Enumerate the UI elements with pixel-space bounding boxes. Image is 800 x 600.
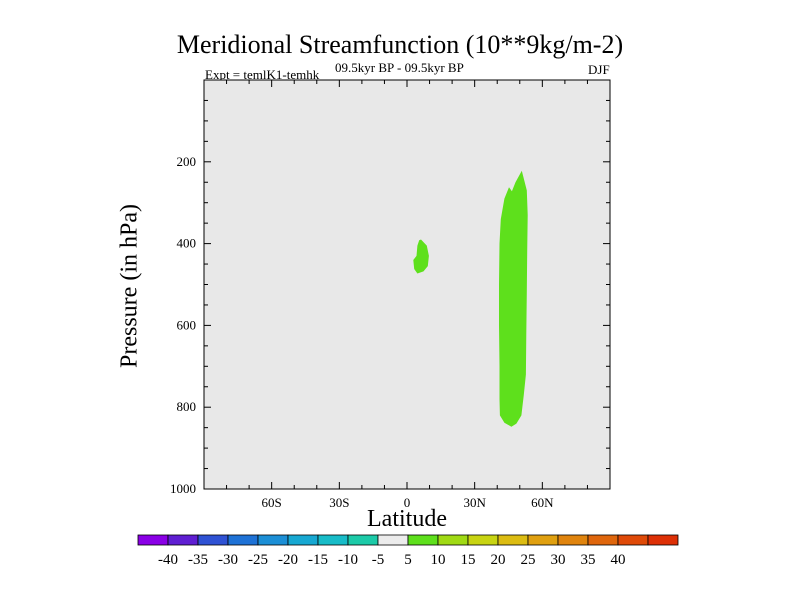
chart-title: Meridional Streamfunction (10**9kg/m-2): [176, 30, 624, 59]
y-tick-label: 600: [177, 317, 197, 332]
colorbar-swatch: [167, 534, 199, 546]
subtitle-experiment: Expt = temlK1-temhk: [205, 67, 320, 82]
colorbar-swatch: [317, 534, 349, 546]
contour-regions: [413, 170, 528, 427]
colorbar-label: -20: [278, 552, 298, 568]
colorbar-swatch: [257, 534, 289, 546]
colorbar-label: -35: [188, 552, 208, 568]
x-tick-label: 60N: [531, 495, 554, 510]
x-tick-label: 30N: [463, 495, 486, 510]
colorbar-swatch: [137, 534, 169, 546]
colorbar-swatch: [617, 534, 649, 546]
colorbar-label: -15: [308, 552, 328, 568]
x-axis-label: Latitude: [367, 506, 447, 532]
y-tick-label: 400: [177, 236, 197, 251]
colorbar-swatch: [497, 534, 529, 546]
colorbar-swatch: [437, 534, 469, 546]
subtitle-season: DJF: [588, 62, 610, 77]
colorbar-swatch: [407, 534, 439, 546]
colorbar: -40 -35 -30 -25 -20 -15 -10 -5 5 10 15 20 25 30 35 40: [137, 534, 679, 568]
axis-ticks: 60S 30S 0 30N 60N 200 400 600 800 1000: [170, 80, 610, 510]
subtitle-period: 09.5kyr BP - 09.5kyr BP: [335, 60, 464, 75]
colorbar-swatch: [287, 534, 319, 546]
colorbar-swatch: [587, 534, 619, 546]
plot-background: [204, 80, 610, 489]
colorbar-label: -25: [248, 552, 268, 568]
y-tick-label: 800: [177, 399, 197, 414]
colorbar-label: -5: [372, 552, 385, 568]
colorbar-swatch: [197, 534, 229, 546]
colorbar-swatch: [467, 534, 499, 546]
colorbar-label: 15: [461, 552, 476, 568]
x-tick-label: 60S: [262, 495, 282, 510]
colorbar-label: 10: [431, 552, 446, 568]
contour-region-small-blob-near-equator: [413, 239, 429, 274]
x-tick-label: 30S: [329, 495, 349, 510]
colorbar-swatch: [227, 534, 259, 546]
x-tick-label: 0: [404, 495, 411, 510]
colorbar-label: 20: [491, 552, 506, 568]
colorbar-swatch: [647, 534, 679, 546]
colorbar-label: 40: [611, 552, 626, 568]
colorbar-swatch: [347, 534, 379, 546]
colorbar-label: 30: [551, 552, 566, 568]
colorbar-swatch: [527, 534, 559, 546]
colorbar-swatch: [377, 534, 409, 546]
colorbar-swatch: [557, 534, 589, 546]
colorbar-label: 5: [404, 552, 412, 568]
y-tick-label: 1000: [170, 481, 196, 496]
y-tick-label: 200: [177, 154, 197, 169]
colorbar-label: -30: [218, 552, 238, 568]
colorbar-label: -10: [338, 552, 358, 568]
colorbar-label: 25: [521, 552, 536, 568]
colorbar-label: -40: [158, 552, 178, 568]
colorbar-label: 35: [581, 552, 596, 568]
contour-region-tall-band-northern-midlatitudes: [499, 170, 528, 427]
